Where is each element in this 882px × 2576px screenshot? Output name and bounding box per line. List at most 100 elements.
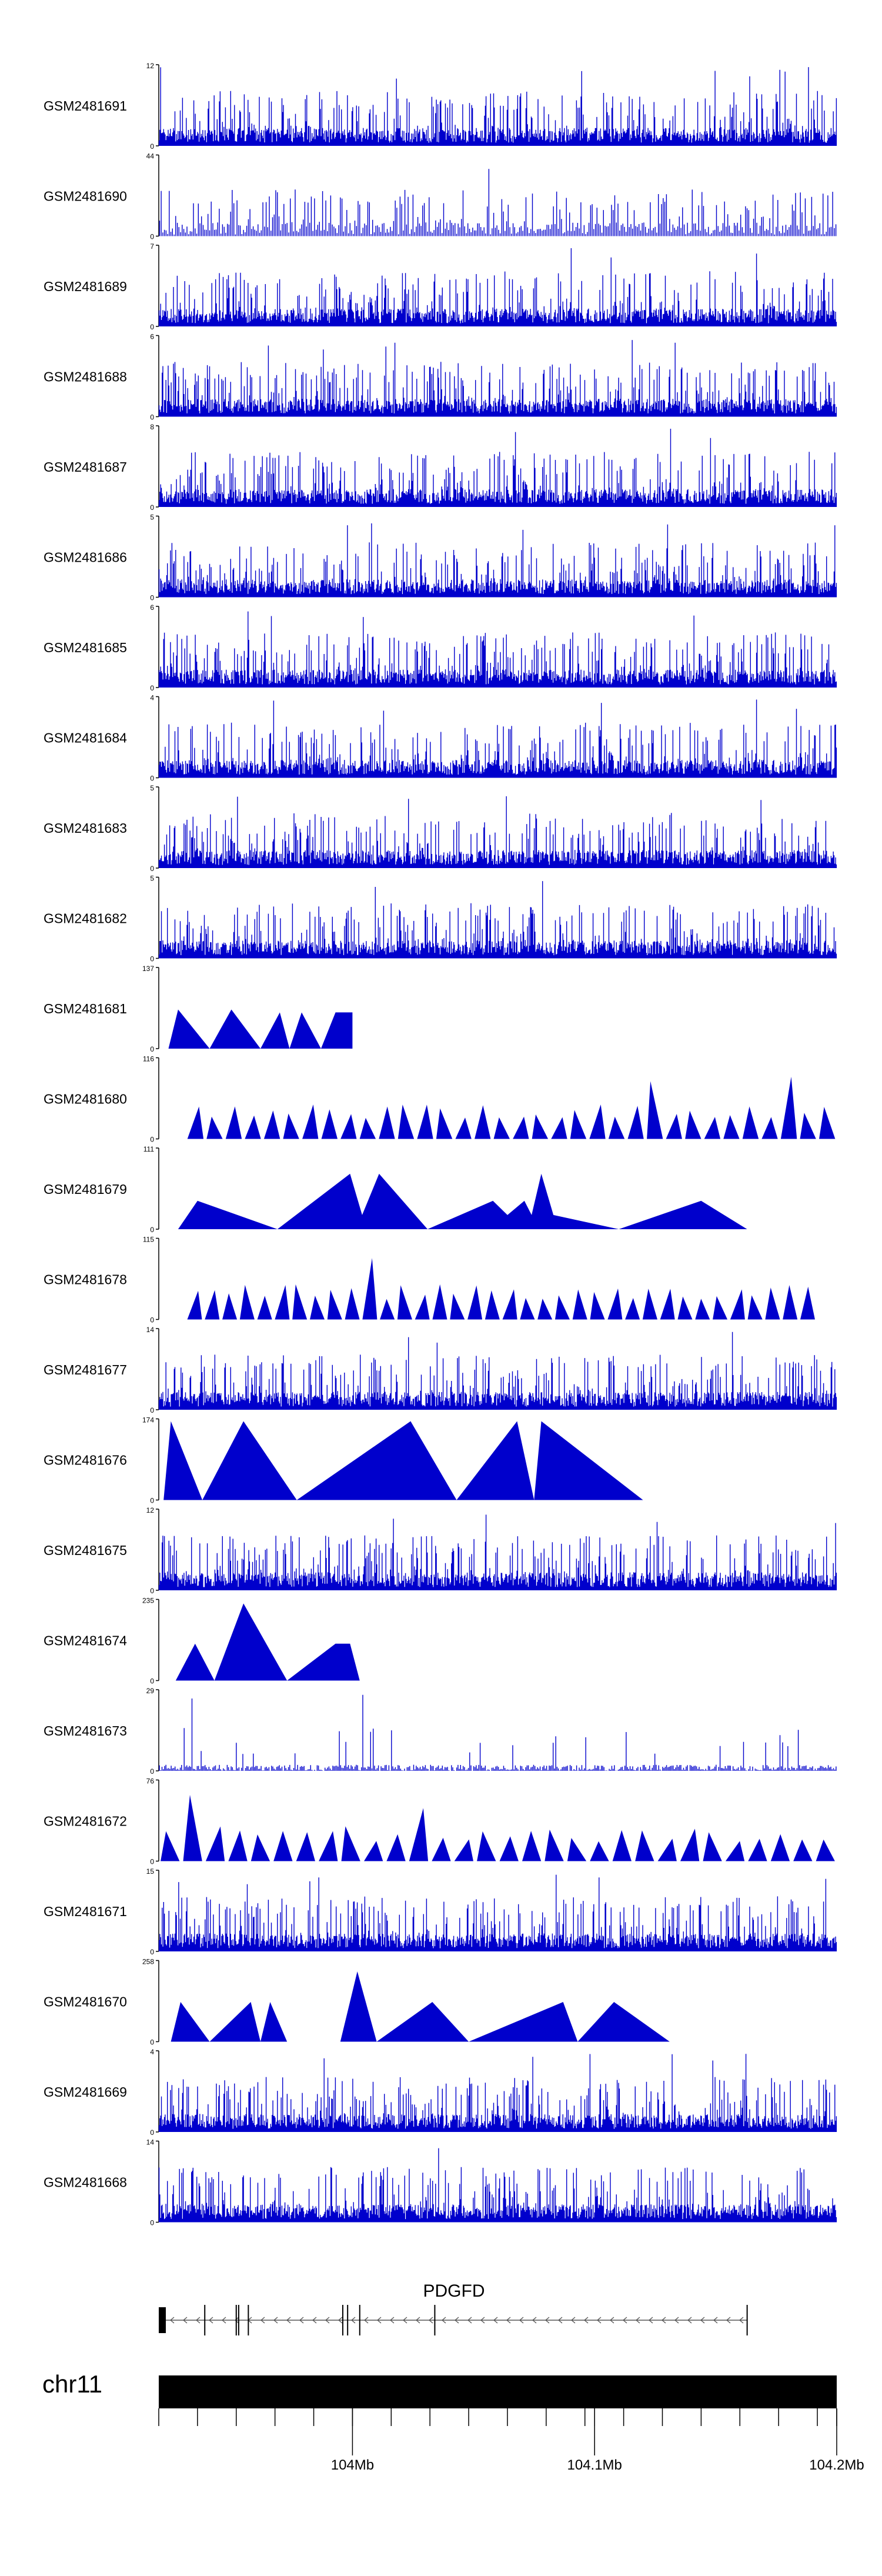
track-GSM2481679: GSM2481679 111 0	[44, 1145, 747, 1234]
gene-track: PDGFD	[159, 2281, 748, 2335]
coverage-peak	[703, 1832, 722, 1861]
coverage-peak	[228, 1830, 248, 1861]
coverage-peak	[386, 1834, 406, 1861]
track-GSM2481674: GSM2481674 235 0	[44, 1597, 360, 1686]
coverage-bars	[158, 248, 837, 326]
coverage-peak	[567, 1838, 587, 1861]
coverage-bars	[159, 1694, 837, 1771]
coverage-peak	[245, 1115, 261, 1139]
coverage-bars	[158, 611, 837, 688]
coverage-peak	[450, 1293, 465, 1320]
y-tick-label-max: 7	[150, 242, 154, 251]
coverage-bars	[158, 2148, 837, 2223]
y-tick-label-max: 5	[150, 784, 154, 792]
track-label: GSM2481687	[44, 459, 127, 475]
strand-arrow	[726, 2317, 731, 2324]
y-tick-label-min: 0	[150, 865, 154, 873]
coverage-area	[163, 1421, 643, 1500]
chromosome-track: chr11 104Mb 104.1Mb 104.2Mb	[42, 2370, 864, 2473]
y-tick-label-min: 0	[150, 1497, 154, 1505]
coverage-peak	[257, 1296, 272, 1320]
coverage-peak	[800, 1286, 815, 1320]
track-GSM2481684: GSM2481684 4 0	[44, 694, 837, 783]
coverage-peak	[493, 1117, 510, 1139]
coverage-peak	[819, 1107, 836, 1139]
coverage-peak	[340, 1114, 357, 1139]
coverage-peak	[765, 1287, 780, 1320]
y-tick-label-min: 0	[150, 1045, 154, 1053]
coverage-peak	[642, 1289, 657, 1320]
coverage-peak	[432, 1837, 451, 1861]
coverage-peak	[296, 1832, 315, 1861]
y-tick-label-min: 0	[150, 1406, 154, 1414]
track-GSM2481686: GSM2481686 5 0	[44, 513, 837, 602]
track-label: GSM2481674	[44, 1633, 127, 1649]
coverage-bars	[158, 699, 837, 778]
y-tick-label-max: 15	[146, 1867, 155, 1876]
strand-arrow	[415, 2317, 420, 2324]
coverage-bars	[158, 523, 837, 598]
strand-arrow	[195, 2317, 201, 2324]
track-label: GSM2481677	[44, 1362, 127, 1377]
track-GSM2481690: GSM2481690 44 0	[44, 152, 837, 241]
coverage-peak	[522, 1831, 542, 1861]
coverage-peak	[800, 1113, 816, 1139]
track-GSM2481687: GSM2481687 8 0	[44, 423, 837, 512]
track-GSM2481672: GSM2481672 76 0	[44, 1777, 835, 1866]
coverage-peak	[499, 1836, 519, 1861]
y-tick-label-max: 14	[146, 2138, 155, 2147]
y-tick-label-max: 4	[150, 2048, 154, 2056]
track-label: GSM2481679	[44, 1182, 127, 1197]
strand-arrow	[389, 2317, 395, 2324]
coverage-peak	[477, 1831, 496, 1861]
coverage-bars	[159, 169, 837, 236]
coverage-area	[175, 1603, 360, 1681]
coverage-peak	[532, 1114, 549, 1139]
strand-arrow	[273, 2317, 278, 2324]
coverage-bars	[158, 881, 837, 959]
coverage-tracks: GSM2481691120GSM2481690440GSM248168970GS…	[44, 62, 837, 2227]
coverage-peak	[677, 1296, 693, 1320]
track-GSM2481670: GSM2481670 258 0	[44, 1958, 670, 2047]
strand-arrow	[312, 2317, 317, 2324]
y-tick-label-max: 76	[146, 1777, 155, 1786]
coverage-area	[171, 1971, 670, 2042]
track-label: GSM2481680	[44, 1092, 127, 1107]
track-GSM2481671: GSM2481671 15 0	[44, 1867, 837, 1956]
coverage-peak	[627, 1106, 644, 1139]
coverage-peak	[327, 1290, 342, 1320]
track-GSM2481689: GSM2481689 7 0	[44, 242, 837, 331]
track-label: GSM2481671	[44, 1904, 127, 1919]
y-tick-label-max: 12	[146, 62, 155, 70]
track-GSM2481669: GSM2481669 4 0	[44, 2048, 837, 2137]
strand-arrow	[286, 2317, 291, 2324]
gene-label: PDGFD	[423, 2281, 485, 2301]
strand-arrow	[713, 2317, 718, 2324]
track-GSM2481678: GSM2481678 115 0	[44, 1236, 815, 1324]
coverage-peak	[292, 1284, 308, 1320]
coverage-peak	[467, 1285, 483, 1320]
y-tick-label-min: 0	[150, 2038, 154, 2047]
coverage-area	[168, 1009, 353, 1049]
coverage-peak	[748, 1838, 767, 1861]
coverage-peak	[625, 1298, 640, 1320]
y-tick-label-max: 111	[143, 1145, 155, 1153]
coverage-peak	[657, 1838, 677, 1861]
coverage-peak	[544, 1829, 564, 1861]
track-label: GSM2481683	[44, 820, 127, 836]
strand-arrow	[376, 2317, 382, 2324]
track-GSM2481675: GSM2481675 12 0	[44, 1506, 837, 1595]
coverage-peak	[612, 1830, 632, 1861]
track-label: GSM2481688	[44, 369, 127, 385]
y-tick-label-min: 0	[150, 233, 154, 241]
y-tick-label-min: 0	[150, 2219, 154, 2227]
y-tick-label-max: 137	[142, 965, 154, 973]
strand-arrow	[363, 2317, 369, 2324]
coverage-peak	[432, 1284, 447, 1320]
coverage-peak	[409, 1808, 429, 1861]
strand-arrow	[700, 2317, 705, 2324]
track-GSM2481676: GSM2481676 174 0	[44, 1416, 643, 1505]
strand-arrow	[622, 2317, 627, 2324]
track-label: GSM2481686	[44, 550, 127, 565]
